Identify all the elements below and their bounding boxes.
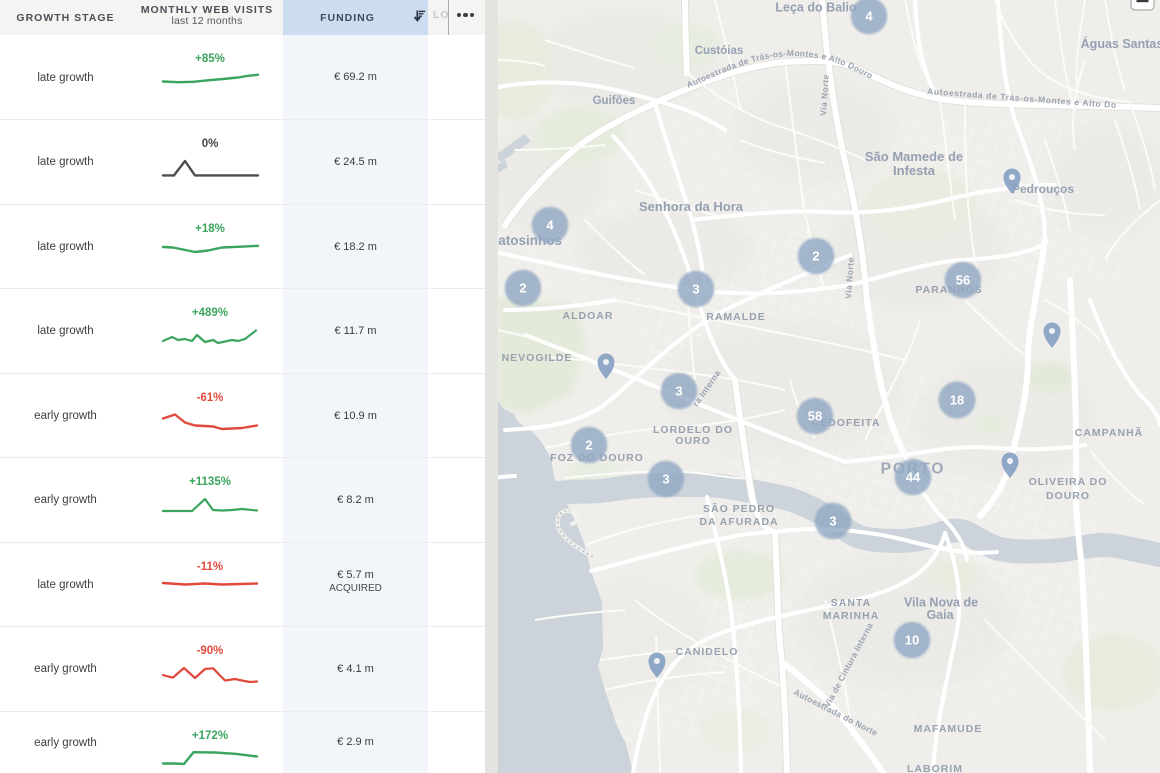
svg-text:RAMALDE: RAMALDE bbox=[706, 311, 766, 323]
svg-text:CAMPANHÃ: CAMPANHÃ bbox=[1075, 426, 1143, 439]
svg-text:44: 44 bbox=[906, 470, 921, 485]
svg-text:3: 3 bbox=[675, 384, 682, 399]
svg-text:Águas Santas: Águas Santas bbox=[1081, 36, 1160, 51]
svg-text:Pedrouços: Pedrouços bbox=[1012, 182, 1074, 196]
svg-text:Via Norte: Via Norte bbox=[843, 257, 856, 299]
svg-text:MAFAMUDE: MAFAMUDE bbox=[914, 723, 983, 735]
svg-text:Gaia: Gaia bbox=[926, 608, 954, 622]
svg-text:4: 4 bbox=[546, 218, 554, 233]
svg-text:Senhora da Hora: Senhora da Hora bbox=[639, 199, 744, 214]
svg-text:DA AFURADA: DA AFURADA bbox=[699, 516, 778, 528]
svg-text:Infesta: Infesta bbox=[893, 163, 936, 178]
svg-text:CANIDELO: CANIDELO bbox=[676, 646, 739, 658]
svg-text:SANTA: SANTA bbox=[831, 597, 871, 609]
svg-text:OLIVEIRA DO: OLIVEIRA DO bbox=[1029, 476, 1108, 488]
svg-text:4: 4 bbox=[865, 9, 873, 24]
svg-text:Vila Nova de: Vila Nova de bbox=[904, 596, 978, 610]
svg-text:MARINHA: MARINHA bbox=[823, 610, 880, 622]
svg-text:Guifões: Guifões bbox=[593, 95, 636, 107]
svg-text:Custóias: Custóias bbox=[695, 45, 744, 57]
svg-text:58: 58 bbox=[808, 409, 822, 424]
svg-text:Leça do Balio: Leça do Balio bbox=[775, 1, 857, 15]
svg-text:3: 3 bbox=[662, 472, 669, 487]
svg-text:LORDELO DO: LORDELO DO bbox=[653, 424, 733, 436]
svg-text:ALDOAR: ALDOAR bbox=[563, 310, 614, 322]
svg-text:OURO: OURO bbox=[675, 435, 711, 447]
svg-text:SÃO PEDRO: SÃO PEDRO bbox=[703, 502, 775, 515]
svg-text:DOURO: DOURO bbox=[1046, 490, 1090, 502]
svg-text:56: 56 bbox=[956, 273, 970, 288]
svg-text:2: 2 bbox=[812, 249, 819, 264]
svg-text:NEVOGILDE: NEVOGILDE bbox=[502, 352, 573, 364]
svg-text:3: 3 bbox=[829, 514, 836, 529]
svg-text:São Mamede de: São Mamede de bbox=[865, 149, 963, 164]
svg-text:Via Norte: Via Norte bbox=[818, 74, 831, 116]
svg-text:3: 3 bbox=[692, 282, 699, 297]
svg-text:2: 2 bbox=[585, 438, 592, 453]
svg-text:2: 2 bbox=[519, 281, 526, 296]
svg-text:LABORIM: LABORIM bbox=[907, 763, 963, 773]
svg-text:18: 18 bbox=[950, 393, 964, 408]
svg-text:10: 10 bbox=[905, 633, 919, 648]
